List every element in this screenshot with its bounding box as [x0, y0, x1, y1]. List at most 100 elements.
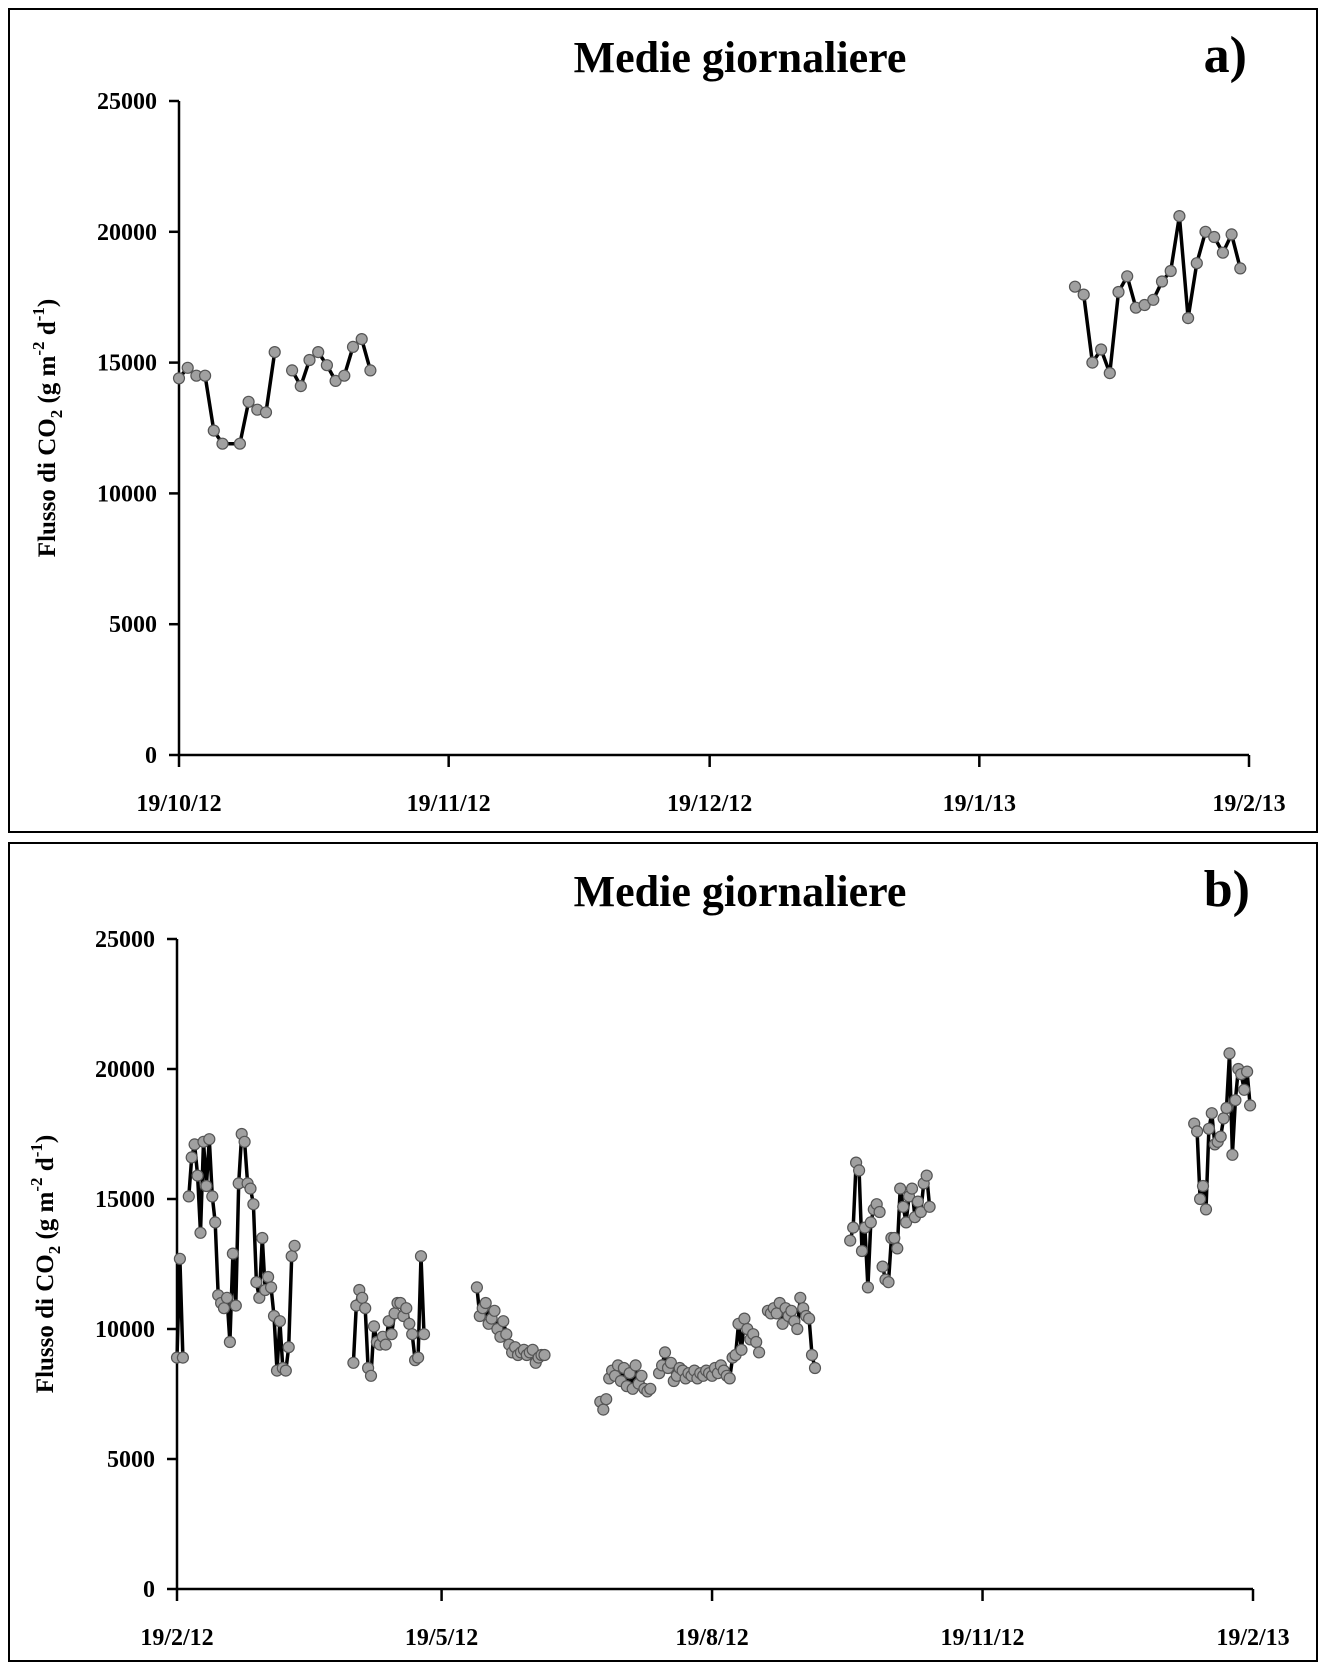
y-tick-label: 10000 [95, 1317, 155, 1343]
data-point [1229, 1094, 1242, 1107]
data-point [664, 1356, 678, 1369]
chart-title: Medie giornaliere [574, 33, 907, 82]
data-point [379, 1338, 392, 1351]
data-point [185, 1151, 198, 1164]
data-point [247, 1198, 260, 1211]
data-point [406, 1328, 419, 1341]
data-point [403, 1317, 416, 1330]
data-point [173, 1252, 186, 1265]
data-point [223, 1335, 236, 1349]
data-point [417, 1328, 431, 1341]
data-point [364, 364, 377, 377]
data-point [1199, 1203, 1213, 1216]
y-label-text: ) [34, 299, 61, 307]
data-point [206, 1190, 219, 1203]
data-point [181, 361, 194, 374]
y-label-text: Flusso di CO [34, 418, 61, 557]
y-tick-label: 20000 [95, 1057, 155, 1083]
y-tick-label: 15000 [95, 1187, 155, 1213]
data-point [629, 1359, 642, 1372]
data-point [488, 1304, 501, 1317]
data-point [238, 1135, 251, 1148]
data-point [286, 364, 299, 377]
y-label-subscript: 2 [45, 1246, 64, 1255]
data-point [1077, 288, 1090, 301]
data-point [1103, 367, 1116, 380]
data-point [176, 1351, 189, 1364]
data-point [1238, 1083, 1251, 1096]
data-point [500, 1328, 513, 1341]
data-point [282, 1341, 295, 1354]
data-point [244, 1182, 257, 1195]
data-point [229, 1299, 242, 1312]
data-point [359, 1302, 372, 1315]
data-point [905, 1182, 919, 1195]
data-point [338, 369, 351, 382]
data-point [644, 1382, 657, 1395]
data-point [1121, 270, 1134, 283]
data-point [312, 346, 325, 359]
y-label-text: d [34, 321, 61, 341]
data-point [1155, 275, 1169, 288]
data-point [172, 372, 186, 385]
data-point [1243, 1099, 1257, 1112]
y-tick-label: 0 [143, 1577, 155, 1603]
data-point [1220, 1101, 1233, 1115]
data-point [364, 1369, 378, 1382]
data-point [1223, 1047, 1236, 1060]
x-tick-label: 19/11/12 [407, 791, 491, 817]
data-point [597, 1403, 610, 1416]
y-tick-label: 20000 [97, 220, 157, 246]
data-point [470, 1281, 483, 1294]
data-point [414, 1250, 428, 1263]
data-point [265, 1281, 278, 1294]
data-point [658, 1346, 672, 1359]
data-point [894, 1182, 907, 1195]
data-point [911, 1195, 925, 1208]
data-point [356, 1291, 369, 1304]
data-point [914, 1205, 927, 1219]
data-point [385, 1328, 398, 1341]
data-point [294, 380, 307, 393]
data-point [1173, 210, 1186, 223]
data-point [861, 1281, 875, 1294]
x-tick-label: 19/2/13 [1216, 1625, 1289, 1651]
data-point [250, 1276, 263, 1289]
chart-title: Medie giornaliere [574, 867, 907, 916]
data-point [920, 1169, 933, 1182]
y-label-subscript: 2 [47, 410, 66, 419]
data-point [923, 1200, 936, 1213]
data-point [1240, 1065, 1254, 1078]
data-point [538, 1348, 551, 1362]
data-point [262, 1270, 275, 1284]
y-axis-label: Flusso di CO2 (g m-2 d-1) [27, 1135, 64, 1393]
data-point [897, 1200, 910, 1213]
data-point [194, 1226, 207, 1239]
x-tick-label: 19/2/13 [1212, 791, 1285, 817]
x-tick-label: 19/2/12 [140, 1625, 213, 1651]
data-point [882, 1276, 895, 1289]
data-point [400, 1302, 413, 1315]
chart-panel-a: Medie giornaliere a) 0 5000 10000 15000 20000 2… [8, 8, 1318, 833]
data-point [1234, 262, 1247, 275]
data-point [233, 437, 246, 450]
data-point [203, 1133, 216, 1146]
y-label-text: d [32, 1157, 59, 1177]
data-point [288, 1239, 301, 1252]
panel-frame [8, 842, 1318, 1662]
data-point [1147, 293, 1160, 306]
y-axis-label: Flusso di CO2 (g m-2 d-1) [29, 299, 66, 557]
data-point [347, 1356, 360, 1369]
data-point [1217, 1112, 1230, 1125]
data-point [412, 1351, 425, 1364]
data-point [750, 1335, 763, 1349]
data-point [805, 1348, 819, 1362]
data-point [808, 1361, 822, 1375]
data-point [1190, 1125, 1204, 1138]
data-point [259, 406, 273, 419]
data-point [1086, 356, 1099, 369]
data-point [346, 340, 360, 353]
data-point [1225, 228, 1238, 241]
data-point [752, 1346, 766, 1359]
data-point [873, 1205, 886, 1219]
